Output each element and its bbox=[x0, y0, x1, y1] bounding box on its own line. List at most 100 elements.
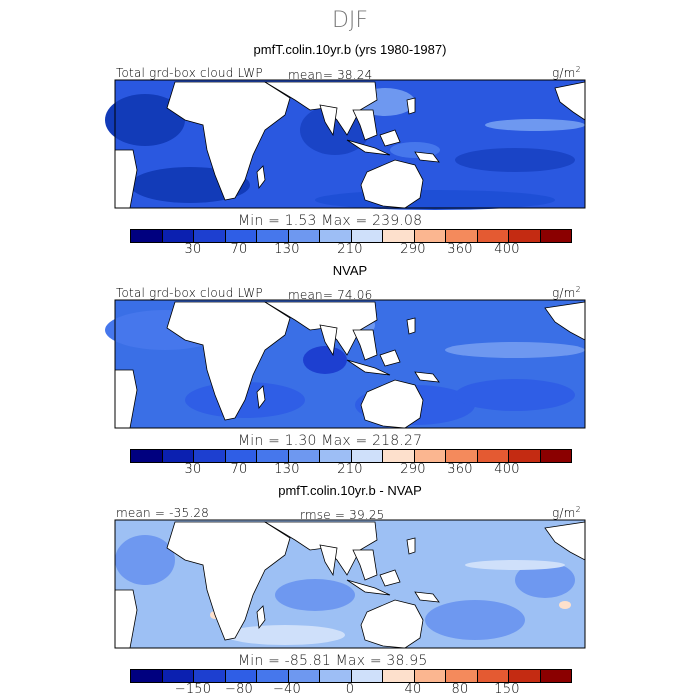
colorbar-swatch bbox=[509, 670, 541, 682]
field-blob bbox=[515, 562, 575, 598]
panel2-colorbar bbox=[130, 449, 572, 463]
cb-tick: −40 bbox=[272, 682, 302, 697]
india bbox=[319, 544, 338, 577]
panel3-minmax: Min = -85.81 Max = 38.95 bbox=[238, 653, 428, 669]
field-blob bbox=[455, 148, 575, 172]
cb-tick: 400 bbox=[494, 462, 520, 477]
cb-tick: 80 bbox=[451, 682, 469, 697]
cb-tick: −150 bbox=[174, 682, 212, 697]
field-blob bbox=[105, 94, 185, 146]
australia bbox=[360, 159, 424, 209]
cb-tick: 130 bbox=[274, 242, 300, 257]
americas-east bbox=[544, 521, 586, 561]
field-blob bbox=[315, 190, 555, 210]
cb-tick: 290 bbox=[400, 462, 426, 477]
colorbar-swatch bbox=[320, 450, 352, 462]
borneo-sulawesi bbox=[379, 129, 401, 147]
colorbar-swatch bbox=[351, 450, 383, 462]
colorbar-swatch bbox=[509, 450, 541, 462]
colorbar-swatch bbox=[225, 230, 257, 242]
colorbar-swatch bbox=[257, 450, 289, 462]
cb-tick: 210 bbox=[337, 242, 363, 257]
colorbar-swatch bbox=[288, 670, 320, 682]
australia bbox=[360, 599, 424, 649]
panel3-colorbar bbox=[130, 669, 572, 683]
colorbar-swatch bbox=[194, 450, 226, 462]
field-blob bbox=[225, 625, 345, 645]
africa bbox=[166, 301, 291, 421]
panel2-field-label: Total grd-box cloud LWP bbox=[116, 286, 263, 300]
panel3-mean-label: mean = -35.28 bbox=[116, 506, 209, 520]
field-blob bbox=[425, 600, 525, 640]
cb-tick: 360 bbox=[447, 462, 473, 477]
cb-tick: 0 bbox=[345, 682, 355, 697]
australia bbox=[360, 379, 424, 429]
field-blob bbox=[485, 119, 585, 131]
americas-east bbox=[554, 81, 586, 121]
panel3-rmse-label: rmse = 39.25 bbox=[300, 508, 385, 522]
colorbar-swatch bbox=[194, 670, 226, 682]
colorbar-swatch bbox=[446, 230, 478, 242]
cb-tick: 30 bbox=[184, 242, 202, 257]
americas-east bbox=[544, 301, 586, 341]
colorbar-swatch bbox=[351, 230, 383, 242]
colorbar-swatch bbox=[131, 230, 163, 242]
panel1-units: g/m2 bbox=[552, 65, 581, 80]
colorbar-swatch bbox=[288, 230, 320, 242]
cb-tick: 70 bbox=[230, 462, 248, 477]
panel3-colorbar-ticks: −150 −80 −40 0 40 80 150 bbox=[130, 682, 570, 700]
colorbar-swatch bbox=[509, 230, 541, 242]
colorbar-swatch bbox=[540, 670, 571, 682]
field-blob bbox=[559, 601, 571, 609]
field-blob bbox=[275, 579, 355, 611]
colorbar-swatch bbox=[477, 450, 509, 462]
panel1-colorbar bbox=[130, 229, 572, 243]
cb-tick: 150 bbox=[494, 682, 520, 697]
indonesia bbox=[346, 139, 391, 156]
colorbar-swatch bbox=[131, 450, 163, 462]
colorbar-swatch bbox=[162, 670, 194, 682]
panel2-mean-label: mean= 74.06 bbox=[288, 288, 373, 302]
madagascar bbox=[256, 385, 266, 410]
cb-tick: 210 bbox=[337, 462, 363, 477]
panel2-minmax: Min = 1.30 Max = 218.27 bbox=[238, 433, 423, 449]
panel2-title: NVAP bbox=[332, 263, 368, 278]
field-blob bbox=[303, 346, 347, 374]
field-blob bbox=[455, 379, 575, 411]
indonesia bbox=[346, 579, 391, 596]
new-guinea bbox=[414, 591, 440, 603]
colorbar-swatch bbox=[446, 450, 478, 462]
cb-tick: 70 bbox=[230, 242, 248, 257]
colorbar-swatch bbox=[383, 450, 415, 462]
africa bbox=[166, 521, 291, 641]
colorbar-swatch bbox=[446, 670, 478, 682]
colorbar-swatch bbox=[288, 450, 320, 462]
colorbar-swatch bbox=[257, 230, 289, 242]
field-blob bbox=[465, 560, 565, 570]
panel3-units: g/m2 bbox=[552, 505, 581, 520]
panel1-title: pmfT.colin.10yr.b (yrs 1980-1987) bbox=[253, 42, 447, 57]
new-guinea bbox=[414, 151, 440, 163]
japan bbox=[406, 317, 416, 335]
colorbar-swatch bbox=[131, 670, 163, 682]
colorbar-swatch bbox=[225, 670, 257, 682]
colorbar-swatch bbox=[320, 670, 352, 682]
panel3-title: pmfT.colin.10yr.b - NVAP bbox=[278, 483, 422, 498]
japan bbox=[406, 537, 416, 555]
panel1-mean-label: mean= 38.24 bbox=[288, 68, 373, 82]
southeast-asia bbox=[352, 109, 378, 141]
colorbar-swatch bbox=[383, 670, 415, 682]
colorbar-swatch bbox=[162, 230, 194, 242]
field-blob bbox=[115, 535, 175, 585]
india bbox=[319, 324, 338, 357]
new-guinea bbox=[414, 371, 440, 383]
colorbar-swatch bbox=[257, 670, 289, 682]
panel1-minmax: Min = 1.53 Max = 239.08 bbox=[238, 213, 423, 229]
colorbar-swatch bbox=[477, 670, 509, 682]
panel2-map bbox=[105, 299, 586, 429]
panel1-field-label: Total grd-box cloud LWP bbox=[116, 66, 263, 80]
colorbar-swatch bbox=[540, 450, 571, 462]
colorbar-swatch bbox=[320, 230, 352, 242]
colorbar-swatch bbox=[351, 670, 383, 682]
cb-tick: 40 bbox=[404, 682, 422, 697]
